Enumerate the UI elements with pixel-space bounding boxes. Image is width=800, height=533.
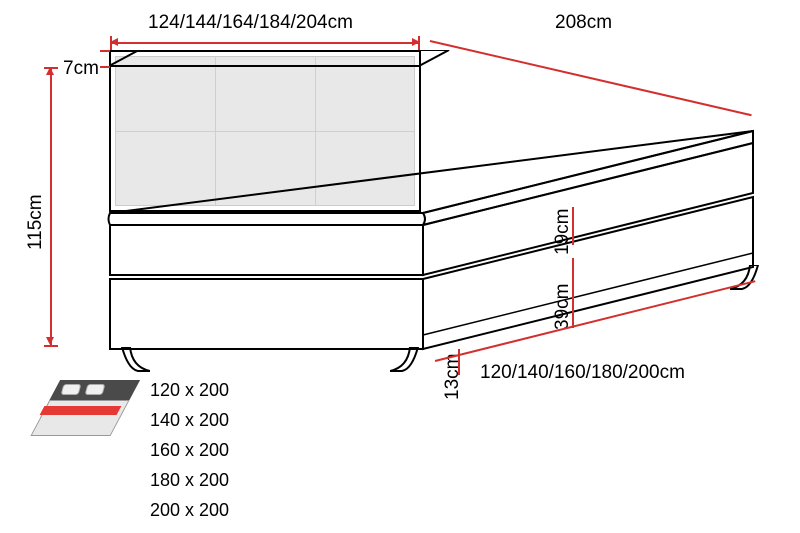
diagram-canvas: 124/144/164/184/204cm 208cm 7cm 115cm	[0, 0, 800, 533]
arrow	[412, 38, 420, 46]
top-width-label: 124/144/164/184/204cm	[148, 12, 353, 34]
base-layer-label: 39cm	[552, 284, 574, 330]
bed-leg	[390, 347, 420, 372]
size-option: 180 x 200	[40, 465, 229, 495]
size-option: 200 x 200	[40, 495, 229, 525]
dimline-top-width	[110, 42, 420, 44]
dimline-tick	[44, 345, 58, 347]
size-option: 120 x 200	[40, 375, 229, 405]
size-option: 140 x 200	[40, 405, 229, 435]
top-length-label: 208cm	[555, 12, 612, 34]
arrow	[46, 337, 54, 345]
size-options-list: 120 x 200 140 x 200 160 x 200 180 x 200 …	[40, 375, 229, 525]
dimline-top-length	[430, 40, 752, 116]
size-option: 160 x 200	[40, 435, 229, 465]
headboard-thickness-label: 7cm	[63, 58, 99, 80]
arrow	[110, 38, 118, 46]
dimline-tick	[100, 50, 110, 52]
dimline-right-1	[572, 207, 574, 245]
dimline-right-2	[572, 258, 574, 328]
bottom-width-label: 120/140/160/180/200cm	[480, 362, 685, 384]
mattress-layer-label: 19cm	[552, 209, 574, 255]
headboard-top-3d	[109, 50, 459, 80]
dimline-tick	[100, 66, 110, 68]
leg-height-label: 13cm	[442, 354, 464, 400]
dimline-height	[50, 67, 52, 345]
bed-base	[105, 115, 765, 395]
height-headboard-label: 115cm	[25, 194, 47, 250]
arrow	[46, 67, 54, 75]
bed-leg	[120, 347, 150, 372]
